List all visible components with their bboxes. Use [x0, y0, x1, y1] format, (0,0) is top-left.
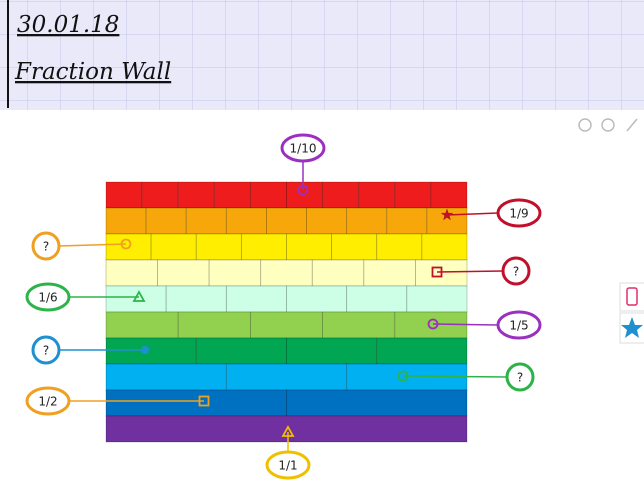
brick [145, 207, 187, 235]
brick [266, 207, 307, 235]
callout-label: ? [43, 240, 49, 254]
brick [105, 363, 227, 391]
callout-oval [25, 386, 71, 416]
brick [240, 233, 287, 261]
brick [150, 233, 197, 261]
brick [430, 181, 468, 209]
callout-label: 1/6 [38, 291, 57, 305]
brick [208, 259, 262, 287]
callout-label: ? [513, 265, 519, 279]
marker [141, 346, 149, 354]
callout-oval [496, 198, 542, 228]
brick [195, 337, 287, 365]
callout-label: 1/2 [38, 395, 57, 409]
brick [185, 207, 227, 235]
brick [141, 181, 179, 209]
brick [105, 233, 152, 261]
toolbar-icons[interactable] [578, 118, 638, 132]
callout-oval [280, 133, 326, 163]
brick [406, 285, 468, 313]
brick [177, 181, 215, 209]
callout-label: 1/10 [290, 142, 317, 156]
brick [286, 285, 348, 313]
brick [394, 181, 432, 209]
brick [358, 181, 396, 209]
marker [440, 208, 454, 221]
callout-label: 1/9 [509, 207, 528, 221]
brick [286, 337, 378, 365]
brick [363, 259, 416, 287]
brick [195, 233, 242, 261]
brick [249, 181, 287, 209]
brick [306, 207, 348, 235]
brick [346, 285, 408, 313]
marker [120, 238, 132, 250]
brick [386, 207, 428, 235]
brick [376, 233, 423, 261]
callout-label: 1/1 [278, 459, 297, 473]
brick [157, 259, 210, 287]
marker [198, 395, 210, 407]
callout-oval [31, 335, 61, 365]
brick [249, 311, 323, 339]
marker [281, 425, 295, 437]
brick [346, 207, 388, 235]
connector [58, 243, 127, 247]
brick [286, 233, 333, 261]
brick [105, 389, 287, 417]
callout-label: 1/5 [509, 319, 528, 333]
brick [105, 311, 179, 339]
brick [311, 259, 365, 287]
connector [432, 323, 499, 326]
marker [431, 266, 443, 278]
brick [105, 207, 147, 235]
callout-oval [265, 450, 311, 480]
marker [427, 318, 439, 330]
side-buttons[interactable] [619, 282, 644, 344]
connector [446, 212, 499, 216]
brick [225, 207, 267, 235]
brick [225, 285, 287, 313]
connector [436, 270, 504, 273]
callout-label: ? [43, 344, 49, 358]
callout-oval [501, 256, 531, 286]
marker [397, 370, 409, 382]
date: 30.01.18 [17, 12, 119, 38]
brick [105, 259, 158, 287]
brick [286, 389, 468, 417]
brick [376, 337, 468, 365]
callout-oval [31, 231, 61, 261]
callout-oval [25, 282, 71, 312]
brick [322, 181, 360, 209]
marker [297, 184, 309, 196]
brick [322, 311, 396, 339]
callout-oval [505, 362, 535, 392]
header-background [0, 0, 644, 110]
brick [105, 337, 197, 365]
brick [177, 311, 251, 339]
marker [132, 290, 146, 302]
fraction-wall [105, 181, 468, 443]
brick [105, 181, 143, 209]
callouts: 1/10 1/9?? 1/6 1/5?? 1/2 1/1 [25, 133, 542, 480]
brick [213, 181, 251, 209]
callout-oval [496, 310, 542, 340]
connector [402, 375, 508, 378]
brick [260, 259, 313, 287]
callout-label: ? [517, 371, 523, 385]
brick [421, 233, 468, 261]
brick [165, 285, 227, 313]
brick [331, 233, 378, 261]
brick [225, 363, 348, 391]
title: Fraction Wall [14, 59, 171, 85]
